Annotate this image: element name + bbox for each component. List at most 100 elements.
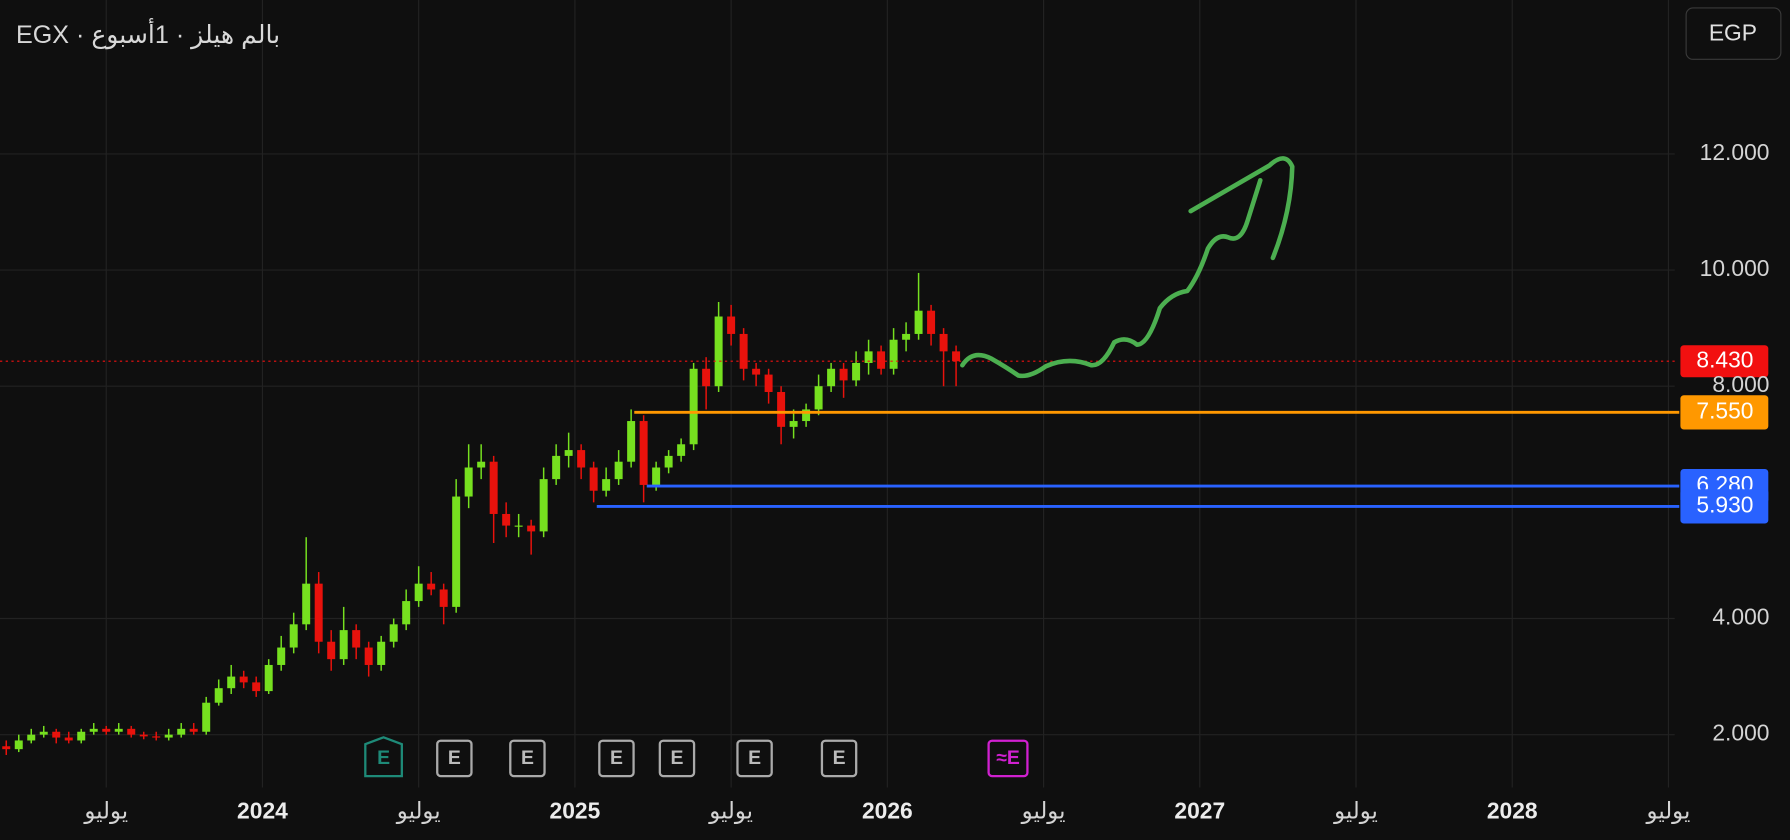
candle-body bbox=[539, 479, 548, 532]
chart-title: EGX · بالم هيلز · 1أسبوع bbox=[16, 17, 280, 50]
earnings-markers: E E E E E E E ≈E bbox=[364, 736, 1029, 778]
candle-body bbox=[914, 310, 923, 334]
candle-body bbox=[814, 386, 823, 410]
x-tick-label: 2028 bbox=[1487, 798, 1538, 824]
y-tick-label: 8.000 bbox=[1712, 371, 1769, 397]
x-tick-label: يوليو bbox=[1333, 798, 1378, 825]
earnings-icon: ≈E bbox=[987, 739, 1029, 778]
candle-body bbox=[352, 630, 361, 648]
candle-body bbox=[902, 333, 911, 340]
candle-body bbox=[702, 368, 711, 387]
candle-body bbox=[164, 734, 173, 738]
candle-body bbox=[452, 496, 461, 607]
candle-body bbox=[589, 467, 598, 491]
candle-body bbox=[839, 368, 848, 381]
candle-body bbox=[239, 676, 248, 683]
candle-body bbox=[327, 641, 336, 660]
candle-body bbox=[502, 513, 511, 526]
price-tag-label: 8.430 bbox=[1696, 346, 1753, 372]
candle-body bbox=[627, 421, 636, 462]
svg-text:E: E bbox=[670, 747, 683, 769]
candle-body bbox=[177, 728, 186, 735]
earnings-icon: E bbox=[436, 739, 473, 778]
earnings-icon: E bbox=[598, 739, 635, 778]
candle-body bbox=[402, 601, 411, 625]
x-tick-label: 2026 bbox=[862, 798, 913, 824]
y-tick-label: 4.000 bbox=[1712, 604, 1769, 630]
x-tick-label: 2024 bbox=[237, 798, 288, 824]
earnings-icon: E bbox=[820, 739, 858, 778]
candle-body bbox=[289, 624, 298, 648]
x-tick-label: 2027 bbox=[1174, 798, 1225, 824]
candle-body bbox=[677, 444, 686, 456]
candle-body bbox=[227, 676, 236, 689]
candle-body bbox=[114, 728, 123, 732]
price-tag bbox=[1680, 395, 1769, 430]
svg-text:≈E: ≈E bbox=[996, 747, 1020, 769]
candle-body bbox=[739, 333, 748, 369]
grid bbox=[0, 0, 1675, 788]
candle-body bbox=[614, 461, 623, 480]
earnings-icon: E bbox=[658, 739, 696, 778]
svg-text:E: E bbox=[521, 747, 534, 769]
currency-button[interactable]: EGP bbox=[1685, 7, 1782, 60]
currency-label[interactable]: EGP bbox=[1709, 19, 1757, 45]
candle-body bbox=[752, 368, 761, 375]
candle-body bbox=[577, 450, 586, 468]
svg-text:E: E bbox=[448, 747, 461, 769]
plot bbox=[0, 272, 1680, 755]
earnings-icon: E bbox=[736, 739, 773, 778]
candle-body bbox=[139, 734, 148, 737]
candle-body bbox=[27, 734, 36, 741]
candle-body bbox=[102, 728, 111, 732]
candle-body bbox=[302, 583, 311, 625]
candle-body bbox=[427, 583, 436, 590]
candle-body bbox=[214, 688, 223, 703]
price-tag-label: 7.550 bbox=[1696, 397, 1753, 423]
candle-body bbox=[439, 589, 448, 607]
x-tick-label: يوليو bbox=[708, 798, 753, 825]
price-tag-label: 5.930 bbox=[1696, 491, 1753, 517]
x-tick-label: يوليو bbox=[1021, 798, 1066, 825]
svg-text:E: E bbox=[748, 747, 761, 769]
candle-body bbox=[802, 409, 811, 422]
candle-body bbox=[889, 339, 898, 369]
candle-body bbox=[514, 525, 523, 527]
candle-body bbox=[202, 702, 211, 732]
svg-text:E: E bbox=[833, 747, 846, 769]
svg-text:E: E bbox=[610, 747, 623, 769]
price-tag bbox=[1680, 489, 1769, 524]
button-frame[interactable] bbox=[1685, 7, 1782, 60]
candle-body bbox=[602, 479, 611, 491]
candle-body bbox=[652, 467, 661, 485]
candle-body bbox=[264, 664, 273, 692]
candle-body bbox=[714, 316, 723, 387]
candle-body bbox=[389, 624, 398, 642]
candle-body bbox=[689, 368, 698, 445]
candle-body bbox=[189, 728, 198, 732]
candle-body bbox=[527, 525, 536, 532]
candle-body bbox=[252, 682, 261, 692]
candle-body bbox=[489, 461, 498, 514]
candle-body bbox=[789, 421, 798, 427]
candle-body bbox=[314, 583, 323, 642]
candle-body bbox=[664, 455, 673, 468]
price-tag bbox=[1680, 345, 1769, 378]
candle-body bbox=[364, 647, 373, 665]
x-tick-label: 2025 bbox=[550, 798, 601, 824]
candle-body bbox=[464, 467, 473, 497]
earnings-icon: E bbox=[509, 739, 546, 778]
candle-body bbox=[89, 728, 98, 732]
earnings-icon: E bbox=[364, 736, 403, 778]
y-tick-label: 12.000 bbox=[1700, 139, 1770, 165]
candle-body bbox=[952, 351, 961, 362]
candle-body bbox=[39, 731, 48, 735]
candle-body bbox=[52, 731, 61, 738]
x-tick-label: يوليو bbox=[83, 798, 128, 825]
candle-body bbox=[939, 333, 948, 352]
candle-body bbox=[639, 421, 648, 485]
candle-body bbox=[277, 647, 286, 665]
candle-body bbox=[827, 368, 836, 387]
